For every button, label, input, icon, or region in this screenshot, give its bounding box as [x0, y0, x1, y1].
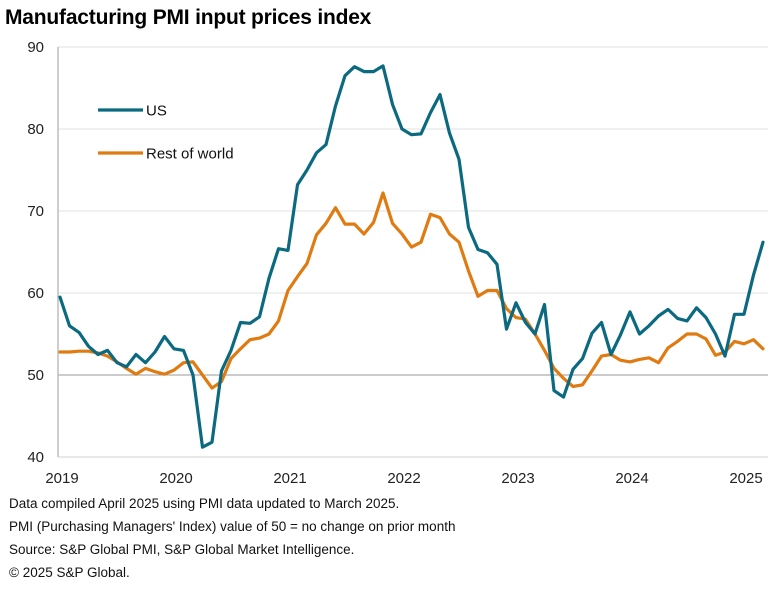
y-axis-ticks: 40 50 60 70 80 90	[27, 39, 44, 466]
legend-item-us: US	[98, 103, 167, 120]
legend-item-rest-of-world: Rest of world	[98, 146, 234, 163]
x-tick-label: 2024	[615, 470, 648, 487]
footnote-data-compiled: Data compiled April 2025 using PMI data …	[9, 496, 400, 511]
legend: US Rest of world	[98, 103, 234, 163]
x-tick-label: 2022	[387, 470, 420, 487]
series-lines	[58, 64, 765, 449]
y-tick-label: 90	[27, 39, 44, 56]
x-tick-label: 2023	[501, 470, 534, 487]
footnote-source: Source: S&P Global PMI, S&P Global Marke…	[9, 542, 355, 557]
x-tick-label: 2019	[45, 470, 78, 487]
series-line-us	[58, 64, 765, 449]
axes	[57, 47, 768, 458]
x-tick-label: 2025	[729, 470, 762, 487]
x-tick-label: 2021	[273, 470, 306, 487]
x-axis-ticks: 2019 2020 2021 2022 2023 2024 2025	[45, 470, 762, 487]
series-line-rest-of-world	[58, 191, 765, 390]
y-tick-label: 40	[27, 449, 44, 466]
chart-title: Manufacturing PMI input prices index	[5, 6, 372, 29]
x-tick-label: 2020	[159, 470, 192, 487]
footnote-copyright: © 2025 S&P Global.	[9, 565, 130, 580]
legend-label: US	[146, 103, 167, 120]
footnote-pmi-definition: PMI (Purchasing Managers' Index) value o…	[9, 519, 456, 534]
y-tick-label: 80	[27, 121, 44, 138]
y-tick-label: 60	[27, 285, 44, 302]
y-tick-label: 70	[27, 203, 44, 220]
y-tick-label: 50	[27, 367, 44, 384]
gridlines	[58, 46, 768, 376]
legend-label: Rest of world	[146, 146, 234, 163]
